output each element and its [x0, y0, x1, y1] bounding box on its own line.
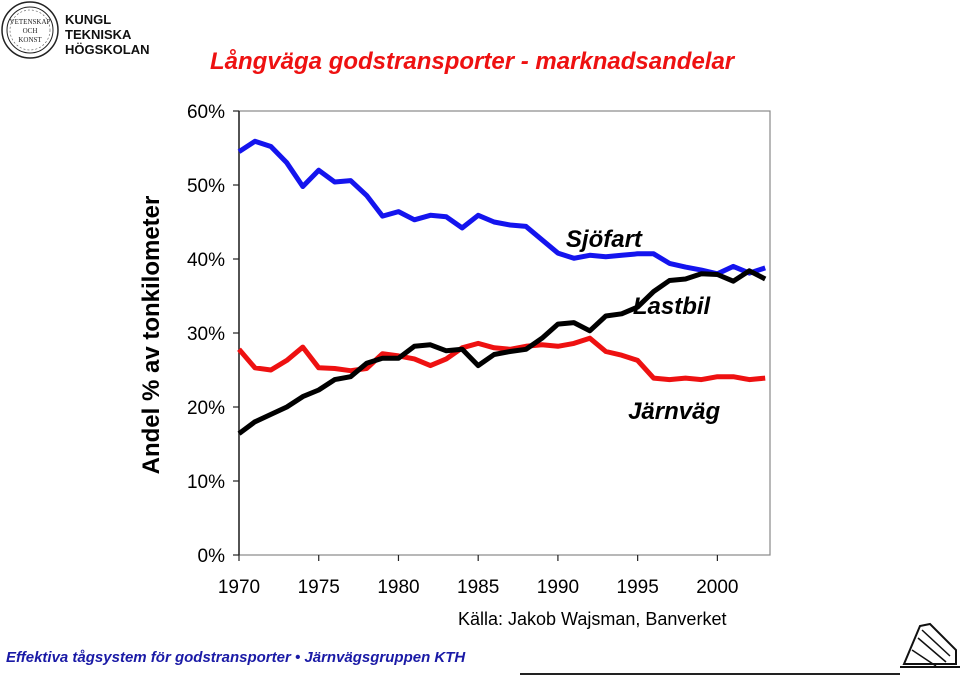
kth-seal-icon: VETENSKAP OCH KONST	[1, 1, 59, 59]
x-tick-label: 1995	[617, 577, 659, 598]
train-icon	[900, 622, 960, 668]
svg-text:OCH: OCH	[23, 27, 38, 35]
source-note: Källa: Jakob Wajsman, Banverket	[458, 609, 727, 629]
y-tick-label: 50%	[187, 176, 225, 197]
svg-text:VETENSKAP: VETENSKAP	[10, 18, 51, 26]
y-tick-label: 30%	[187, 324, 225, 345]
y-tick-label: 0%	[198, 546, 226, 567]
x-tick-label: 1990	[537, 577, 579, 598]
y-tick-label: 60%	[187, 102, 225, 123]
series-line-sjfart	[237, 138, 766, 277]
footer-divider	[520, 673, 900, 675]
chart-title: Långväga godstransporter - marknadsandel…	[210, 48, 735, 75]
logo-line: KUNGL	[65, 12, 112, 27]
y-tick-label: 10%	[187, 472, 225, 493]
plot-area-frame	[238, 110, 771, 556]
x-tick-label: 1970	[218, 577, 260, 598]
footer-text: Effektiva tågsystem för godstransporter …	[6, 649, 466, 666]
series-label: Lastbil	[633, 293, 712, 320]
svg-text:KONST: KONST	[18, 36, 42, 44]
kth-logo: VETENSKAP OCH KONST KUNGL TEKNISKA HÖGSK…	[0, 0, 150, 62]
logo-line: TEKNISKA	[65, 27, 132, 42]
y-tick-label: 40%	[187, 250, 225, 271]
x-tick-label: 1975	[298, 577, 340, 598]
x-tick-label: 2000	[696, 577, 738, 598]
x-tick-label: 1980	[377, 577, 419, 598]
series-line-jrnvg	[237, 335, 766, 383]
series-label: Sjöfart	[566, 226, 643, 253]
series-line-lastbil	[237, 268, 767, 436]
series-label: Järnväg	[628, 398, 720, 425]
logo-line: HÖGSKOLAN	[65, 42, 150, 57]
y-tick-label: 20%	[187, 398, 225, 419]
x-tick-label: 1985	[457, 577, 499, 598]
